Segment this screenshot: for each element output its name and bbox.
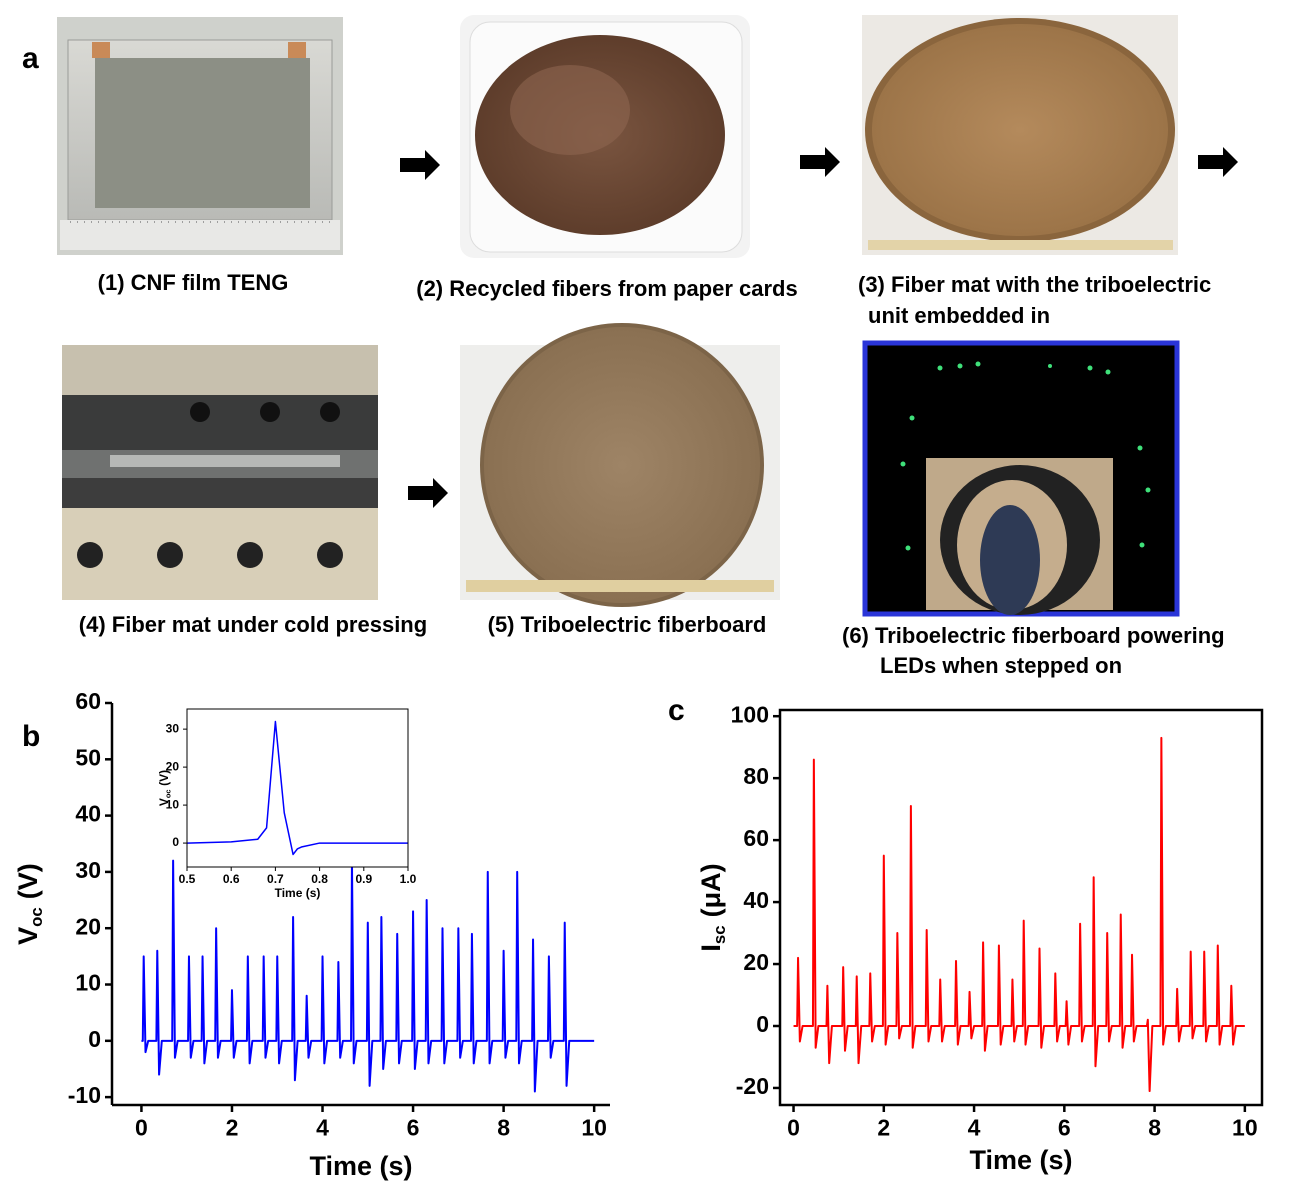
panel-label: b — [22, 720, 40, 753]
y-tick-label: 20 — [75, 913, 101, 939]
y-axis-subscript: oc — [164, 789, 173, 798]
x-tick-label: 4 — [316, 1114, 329, 1140]
caption: (2) Recycled fibers from paper cards — [416, 276, 797, 301]
y-tick-label: 0 — [172, 835, 179, 849]
y-axis-symbol: I — [696, 944, 726, 952]
y-axis-title: Voc (V) — [13, 863, 46, 945]
x-tick-label: 8 — [1148, 1114, 1161, 1140]
x-tick-label: 2 — [877, 1114, 890, 1140]
plot-area — [780, 710, 1262, 1105]
y-tick-label: 0 — [88, 1026, 101, 1052]
x-tick-label: 6 — [1058, 1114, 1071, 1140]
x-tick-label: 2 — [226, 1114, 239, 1140]
y-tick-label: -20 — [736, 1073, 769, 1099]
page: Triboelectric fiberboard figure {"panel_… — [0, 0, 1291, 1191]
photo — [862, 15, 1178, 255]
y-axis-title: Voc (V) — [157, 770, 172, 806]
y-axis-unit: (V) — [13, 863, 43, 899]
photo — [460, 323, 780, 607]
x-axis-title: Time (s) — [309, 1151, 412, 1181]
x-tick-label: 0.9 — [355, 872, 372, 886]
panel-label: c — [668, 694, 685, 727]
data-line — [141, 861, 594, 1092]
x-axis-title: Time (s) — [275, 886, 321, 900]
y-tick-label: 0 — [756, 1011, 769, 1037]
photo — [57, 17, 343, 255]
caption: (1) CNF film TENG — [98, 270, 289, 295]
y-tick-label: 30 — [166, 721, 180, 735]
y-axis-symbol: V — [157, 798, 171, 806]
page-body: a — [0, 0, 1291, 1191]
caption: (3) Fiber mat with the triboelectric — [858, 272, 1211, 297]
photo — [460, 15, 750, 258]
caption: unit embedded in — [868, 303, 1050, 328]
figure: a — [0, 0, 1291, 1191]
x-tick-label: 0.6 — [223, 872, 240, 886]
caption: (6) Triboelectric fiberboard powering — [842, 623, 1225, 648]
x-tick-label: 0.8 — [311, 872, 328, 886]
panel-label: a — [22, 42, 39, 75]
y-tick-label: 50 — [75, 744, 101, 770]
x-tick-label: 0.5 — [179, 872, 196, 886]
x-tick-label: 8 — [497, 1114, 510, 1140]
x-tick-label: 10 — [1232, 1114, 1258, 1140]
y-tick-label: 60 — [743, 825, 769, 851]
y-tick-label: -10 — [68, 1082, 101, 1108]
y-tick-label: 10 — [75, 970, 101, 996]
x-tick-label: 0 — [135, 1114, 148, 1140]
y-axis-unit: (V) — [157, 770, 171, 786]
x-tick-label: 4 — [968, 1114, 981, 1140]
y-axis-subscript: sc — [711, 925, 730, 944]
x-tick-label: 0.7 — [267, 872, 284, 886]
x-tick-label: 0 — [787, 1114, 800, 1140]
x-tick-label: 6 — [407, 1114, 420, 1140]
y-tick-label: 80 — [743, 763, 769, 789]
chart: 0 2 4 6 8 10 -20 0 20 40 60 80 100 Time (s) Isc (μA) c — [668, 694, 1262, 1175]
plot — [141, 861, 594, 1092]
y-tick-label: 40 — [75, 801, 101, 827]
x-tick-label: 10 — [581, 1114, 607, 1140]
y-tick-label: 40 — [743, 887, 769, 913]
x-tick-label: 1.0 — [400, 872, 417, 886]
caption: (5) Triboelectric fiberboard — [488, 612, 767, 637]
x-axis-title: Time (s) — [969, 1145, 1072, 1175]
y-axis-title: Isc (μA) — [696, 863, 729, 951]
photo — [62, 345, 378, 600]
y-tick-label: 20 — [743, 949, 769, 975]
y-tick-label: 30 — [75, 857, 101, 883]
y-axis-symbol: V — [13, 927, 43, 945]
photo — [865, 343, 1177, 615]
y-tick-label: 60 — [75, 688, 101, 714]
y-axis-unit: (μA) — [696, 863, 726, 917]
caption: LEDs when stepped on — [880, 653, 1122, 678]
caption: (4) Fiber mat under cold pressing — [79, 612, 427, 637]
y-tick-label: 100 — [731, 701, 769, 727]
y-axis-subscript: oc — [28, 907, 47, 927]
